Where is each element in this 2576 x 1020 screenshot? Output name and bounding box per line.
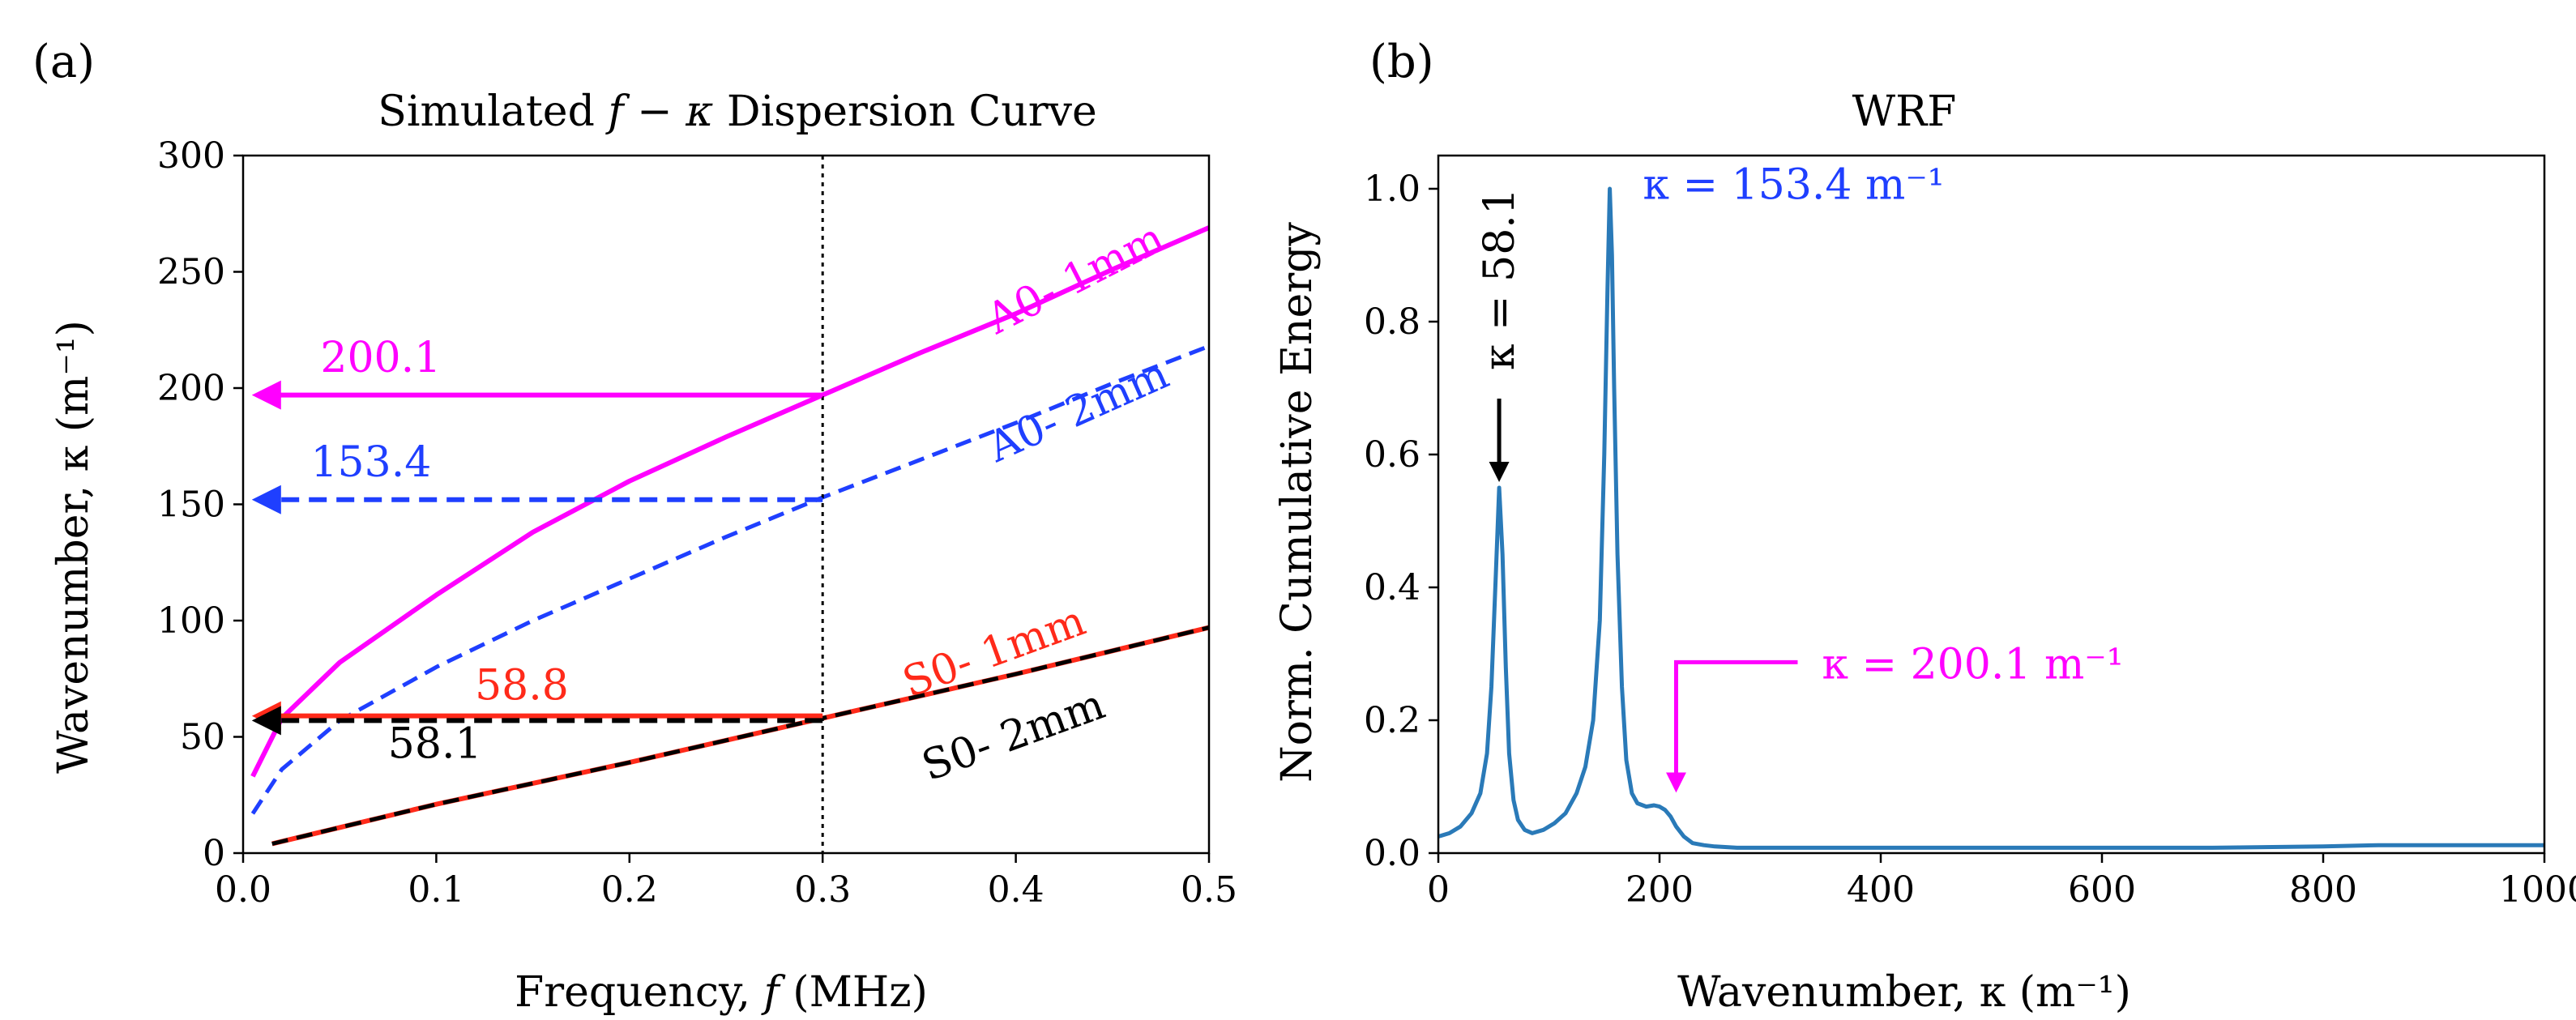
panel-a-y-tick-label: 250 bbox=[157, 252, 225, 293]
panel-b-title: WRF bbox=[1852, 87, 1957, 136]
panel-a-y-ticks: 0 50 100 150 200 250 300 bbox=[157, 135, 243, 874]
panel-a-y-tick-label: 150 bbox=[157, 484, 225, 526]
panel-b-axes-frame bbox=[1437, 154, 2546, 855]
panel-b-annotations: κ = 58.1 κ = 153.4 m⁻¹ κ = 200.1 m⁻¹ bbox=[1476, 160, 2124, 793]
panel-a-arrow-label: 200.1 bbox=[320, 334, 441, 382]
panel-a-arrows-group: 200.1 153.4 58.8 58.1 bbox=[251, 334, 823, 768]
panel-b-plot-area: κ = 58.1 κ = 153.4 m⁻¹ κ = 200.1 m⁻¹ bbox=[1437, 154, 2546, 855]
panel-a-x-tick-label: 0.5 bbox=[1181, 869, 1237, 911]
panel-a-y-tick-label: 300 bbox=[157, 135, 225, 177]
panel-a-x-tick-label: 0.1 bbox=[408, 869, 464, 911]
panel-a-y-tick-label: 200 bbox=[157, 368, 225, 409]
panel-a-x-tick-label: 0.0 bbox=[215, 869, 271, 911]
panel-a-x-tick-label: 0.4 bbox=[988, 869, 1044, 911]
panel-b-x-tick-label: 0 bbox=[1427, 869, 1450, 911]
panel-a-x-tick-label: 0.2 bbox=[601, 869, 658, 911]
panel-b-annotation-label-200-1: κ = 200.1 m⁻¹ bbox=[1822, 640, 2123, 689]
panel-a-curve-label-a0-1mm: A0- 1mm bbox=[979, 214, 1173, 344]
panel-b-y-tick-label: 0.0 bbox=[1364, 833, 1420, 874]
panel-a-title: Simulated f − κ Dispersion Curve bbox=[378, 87, 1097, 136]
panel-a-dispersion-chart: (a) Simulated f − κ Dispersion Curve 200… bbox=[32, 36, 1237, 1017]
panel-a-arrow-label: 153.4 bbox=[310, 438, 431, 487]
panel-b-annotation-arrow-200-1 bbox=[1665, 659, 1798, 793]
panel-a-x-ticks: 0.0 0.1 0.2 0.3 0.4 0.5 bbox=[215, 853, 1237, 911]
panel-a-x-axis-label: Frequency, f (MHz) bbox=[515, 968, 928, 1017]
panel-b-series-group bbox=[1438, 186, 2544, 850]
panel-b-y-tick-label: 0.8 bbox=[1364, 301, 1420, 343]
panel-a-y-tick-label: 50 bbox=[180, 717, 225, 758]
panel-a-arrow-label: 58.8 bbox=[475, 662, 569, 711]
panel-b-y-tick-label: 1.0 bbox=[1364, 169, 1420, 210]
panel-a-x-tick-label: 0.3 bbox=[794, 869, 851, 911]
panel-b-y-tick-label: 0.6 bbox=[1364, 434, 1420, 476]
panel-b-y-tick-label: 0.2 bbox=[1364, 700, 1420, 741]
panel-b-annotation-label-58-1: κ = 58.1 bbox=[1476, 188, 1524, 370]
panel-a-series-s0-2mm bbox=[271, 625, 1210, 846]
panel-b-x-axis-label: Wavenumber, κ (m⁻¹) bbox=[1677, 968, 2131, 1017]
panel-a-series-a0-2mm bbox=[250, 344, 1210, 815]
panel-b-series-wrf bbox=[1438, 186, 2544, 850]
panel-a-y-tick-label: 100 bbox=[157, 600, 225, 642]
panel-b-label: (b) bbox=[1369, 36, 1434, 88]
panel-b-x-tick-label: 800 bbox=[2289, 869, 2357, 911]
panel-a-arrow-label: 58.1 bbox=[388, 719, 482, 768]
panel-b-x-tick-label: 200 bbox=[1625, 869, 1694, 911]
panel-b-x-tick-label: 400 bbox=[1847, 869, 1915, 911]
panel-b-x-tick-label: 600 bbox=[2068, 869, 2136, 911]
panel-a-curve-label-s0-1mm: S0- 1mm bbox=[896, 596, 1091, 707]
panel-a-label: (a) bbox=[32, 36, 95, 88]
panel-a-curve-label-s0-2mm: S0- 2mm bbox=[916, 681, 1111, 792]
panel-a-series-a0-1mm bbox=[250, 225, 1211, 778]
panel-b-wrf-chart: (b) WRF κ = 58.1 κ = 153.4 m⁻¹ κ = 200.1 m… bbox=[1273, 36, 2576, 1017]
panel-b-y-ticks: 0.0 0.2 0.4 0.6 0.8 1.0 bbox=[1364, 169, 1438, 874]
panel-b-y-tick-label: 0.4 bbox=[1364, 567, 1420, 608]
panel-b-y-axis-label: Norm. Cumulative Energy bbox=[1273, 222, 1322, 783]
panel-a-y-tick-label: 0 bbox=[203, 833, 225, 874]
panel-b-annotation-label-153-4: κ = 153.4 m⁻¹ bbox=[1643, 160, 1945, 209]
panel-a-y-axis-label: Wavenumber, κ (m⁻¹) bbox=[49, 320, 98, 774]
panel-a-curve-label-a0-2mm: A0- 2mm bbox=[980, 350, 1176, 472]
panel-a-series-group bbox=[250, 225, 1211, 847]
